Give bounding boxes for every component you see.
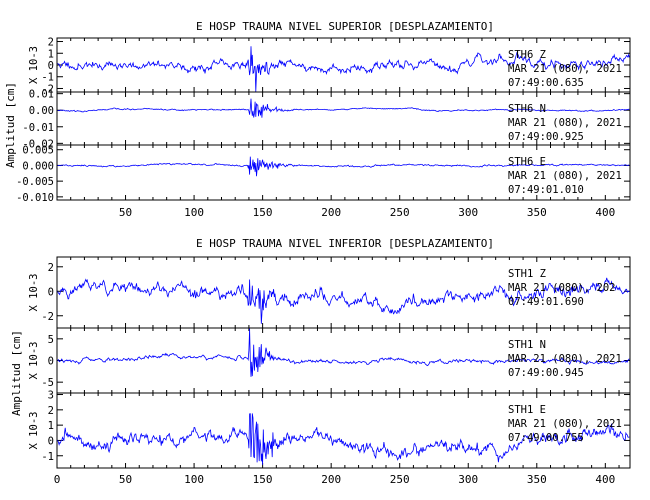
g0-xtick-label: 200 [321,206,341,219]
g0-p2-ytick-label: -0.010 [16,192,54,204]
g1-p1-scale-label: X 10-3 [28,342,40,380]
g1-p0-scale-label: X 10-3 [28,274,40,312]
g1-p1-time-label: 07:49:00.945 [508,367,584,379]
g1-p1-station-label: STH1 N [508,339,546,351]
upper-ylabel: Amplitud [cm] [4,82,17,168]
g1-xtick-label: 400 [595,473,615,486]
g1-p1-trace [57,328,630,377]
g0-p1-date-label: MAR 21 (080), 2021 [508,117,622,129]
g0-xtick-label: 250 [390,206,410,219]
g0-xtick-label: 300 [458,206,478,219]
lower-ylabel: Amplitud [cm] [10,330,23,416]
g1-p2-frame [56,392,631,469]
g0-p1-ytick-label: 0.01 [29,89,54,101]
g0-p0-time-label: 07:49:00.635 [508,77,584,89]
g1-p2-ytick-label: 3 [48,390,54,402]
upper-title: E HOSP TRAUMA NIVEL SUPERIOR [DESPLAZAMI… [196,20,494,33]
g1-xtick-label: 250 [390,473,410,486]
g0-p1-ytick-label: -0.02 [22,138,54,150]
g0-p0-scale-label: X 10-3 [28,46,40,84]
g1-p1-ytick-label: 0 [48,356,54,368]
g1-xtick-label: 300 [458,473,478,486]
g0-p0-ytick-label: -2 [41,83,54,95]
g1-p0-time-label: 07:49:01.690 [508,296,584,308]
g1-p0-date-label: MAR 21 (080), 202 [508,282,615,294]
g1-p0-station-label: STH1 Z [508,268,546,280]
g1-p2-scale-label: X 10-3 [28,412,40,450]
g1-p2-trace [57,413,630,465]
g1-p2-ytick-label: 0 [48,435,54,447]
g1-p2-ytick-label: 1 [48,420,54,432]
g0-p0-ytick-label: -1 [41,72,54,84]
g0-p2-frame [56,144,631,201]
g0-xtick-label: 50 [119,206,132,219]
g0-p1-time-label: 07:49:00.925 [508,131,584,143]
g0-xtick-label: 350 [527,206,547,219]
g0-p0-ytick-label: 1 [48,48,54,60]
g1-p2-ytick-label: 2 [48,405,54,417]
g1-p1-date-label: MAR 21 (080), 2021 [508,353,622,365]
g0-p1-ytick-label: 0.00 [29,105,54,117]
g1-xtick-label: 150 [253,473,273,486]
g1-p0-ytick-label: 0 [48,286,54,298]
g1-p1-ytick-label: 5 [48,334,54,346]
g0-xtick-label: 400 [595,206,615,219]
g1-p2-station-label: STH1 E [508,404,546,416]
g1-xtick-label: 350 [527,473,547,486]
g0-p0-ytick-label: 2 [48,37,54,49]
g1-xtick-label: 0 [54,473,61,486]
g0-p2-ytick-label: -0.005 [16,176,54,188]
g0-p0-date-label: MAR 21 (080), 2021 [508,63,622,75]
g0-p2-station-label: STH6 E [508,156,546,168]
g0-p2-time-label: 07:49:01.010 [508,184,584,196]
g1-p2-date-label: MAR 21 (080), 2021 [508,418,622,430]
g0-xtick-label: 150 [253,206,273,219]
g0-p0-trace [57,46,630,92]
g1-p0-ytick-label: -2 [41,311,54,323]
g0-p1-trace [57,98,630,118]
g1-p0-ytick-label: 2 [48,262,54,274]
g1-xtick-label: 100 [184,473,204,486]
g0-p1-ytick-label: -0.01 [22,122,54,134]
g0-p2-trace [57,156,630,177]
g0-xtick-label: 100 [184,206,204,219]
g1-p0-trace [57,277,630,324]
lower-title: E HOSP TRAUMA NIVEL INFERIOR [DESPLAZAMI… [196,237,494,250]
g0-p2-ytick-label: 0.000 [22,160,54,172]
g1-p2-time-label: 07:49:00.755 [508,432,584,444]
g1-xtick-label: 200 [321,473,341,486]
g0-p2-date-label: MAR 21 (080), 2021 [508,170,622,182]
g0-p0-station-label: STH6 Z [508,49,546,61]
g1-p2-ytick-label: -1 [41,451,54,463]
g0-p2-ytick-label: 0.005 [22,145,54,157]
g0-p0-ytick-label: 0 [48,60,54,72]
g1-xtick-label: 50 [119,473,132,486]
g1-p1-ytick-label: -5 [41,377,54,389]
g0-p1-station-label: STH6 N [508,103,546,115]
